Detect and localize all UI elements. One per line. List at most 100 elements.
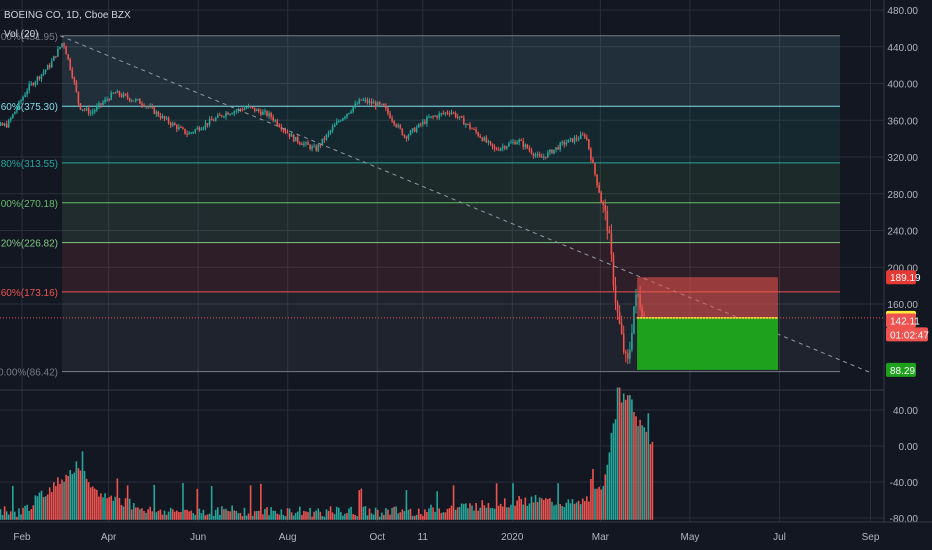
candle-body (405, 136, 408, 139)
candle-body (518, 139, 520, 143)
volume-bar (296, 511, 299, 520)
candle-body (223, 116, 225, 118)
volume-bar (378, 516, 381, 520)
volume-bar (327, 510, 330, 520)
candle-body (436, 115, 438, 118)
volume-bar (1, 514, 4, 520)
volume-bar (292, 515, 295, 520)
candle-body (463, 117, 465, 125)
candle-body (362, 99, 365, 101)
volume-bar (522, 504, 525, 520)
volume-bar (555, 504, 557, 520)
candle-body (477, 132, 479, 136)
candle-body (368, 101, 371, 103)
candle-body (165, 118, 168, 120)
candle-body (545, 156, 547, 158)
candle-body (227, 112, 229, 115)
volume-bar (337, 507, 340, 520)
volume-bar (389, 514, 391, 520)
volume-bar (366, 515, 369, 520)
candle-body (126, 95, 129, 99)
volume-bar (383, 514, 385, 520)
volume-bar (108, 496, 110, 520)
candle-body (268, 113, 270, 116)
candle-body (475, 129, 477, 133)
candle-body (71, 69, 74, 78)
candle-body (358, 99, 361, 104)
volume-bar (42, 497, 45, 520)
candle-body (167, 118, 170, 123)
candle-body (333, 124, 336, 127)
time-tick-label: Sep (862, 532, 880, 543)
volume-bar (419, 513, 422, 520)
candle-body (567, 139, 570, 143)
volume-bar (83, 470, 86, 520)
fib-level-label: 23.60%(173.16) (0, 288, 58, 299)
volume-bar (596, 488, 598, 520)
volume-bar (559, 504, 561, 520)
candle-body (409, 130, 412, 135)
candle-body (44, 69, 47, 72)
candle-body (481, 137, 484, 141)
volume-bar (354, 515, 356, 520)
volume-bar (356, 516, 359, 520)
volume-bar (79, 470, 82, 520)
candle-body (282, 129, 285, 131)
volume-bar (278, 514, 281, 520)
price-tick-label: 200.00 (887, 263, 918, 274)
volume-bar (483, 505, 486, 520)
candle-body (616, 302, 619, 313)
volume-bar (81, 451, 84, 520)
volume-bar (627, 395, 629, 520)
candle-body (83, 109, 86, 111)
candle-body (278, 124, 281, 127)
volume-tick-label: 40.00 (893, 406, 918, 417)
volume-bar (428, 508, 430, 520)
volume-bar (9, 511, 12, 520)
candle-body (542, 156, 545, 158)
candle-body (522, 140, 525, 147)
volume-bar (438, 508, 441, 520)
candle-body (30, 83, 33, 85)
volume-bar (91, 486, 94, 520)
candle-body (132, 100, 135, 102)
candle-body (618, 312, 621, 324)
volume-bar (122, 506, 125, 520)
volume-bar (157, 510, 160, 520)
candle-body (163, 116, 166, 119)
candle-body (260, 111, 262, 115)
candle-body (217, 114, 219, 118)
volume-bar (71, 474, 74, 520)
candle-body (383, 103, 385, 106)
volume-bar (87, 482, 90, 520)
volume-bar (620, 402, 623, 520)
candle-body (122, 93, 125, 97)
volume-bar (106, 498, 108, 520)
volume-bar (501, 506, 504, 520)
candle-body (321, 138, 324, 146)
volume-bar (376, 509, 379, 520)
volume-bar (186, 509, 188, 520)
candle-body (491, 143, 494, 147)
stop-loss-zone (637, 277, 779, 318)
volume-bar (542, 499, 545, 520)
candle-body (612, 254, 615, 286)
candle-body (403, 134, 406, 137)
volume-bar (456, 507, 459, 520)
candle-body (504, 146, 506, 149)
volume-bar (243, 507, 246, 520)
volume-bar (210, 486, 213, 520)
volume-bar (223, 509, 225, 520)
volume-bar (212, 515, 215, 520)
candle-body (100, 103, 102, 105)
volume-bar (530, 496, 533, 520)
candle-body (411, 128, 414, 131)
candle-body (624, 351, 627, 354)
candle-body (272, 117, 274, 121)
volume-bar (586, 496, 588, 520)
fib-zone (62, 106, 840, 163)
candle-body (391, 118, 393, 121)
volume-bar (225, 508, 227, 520)
candle-body (77, 91, 80, 104)
fib-level-label: 61.80%(313.55) (0, 159, 58, 170)
